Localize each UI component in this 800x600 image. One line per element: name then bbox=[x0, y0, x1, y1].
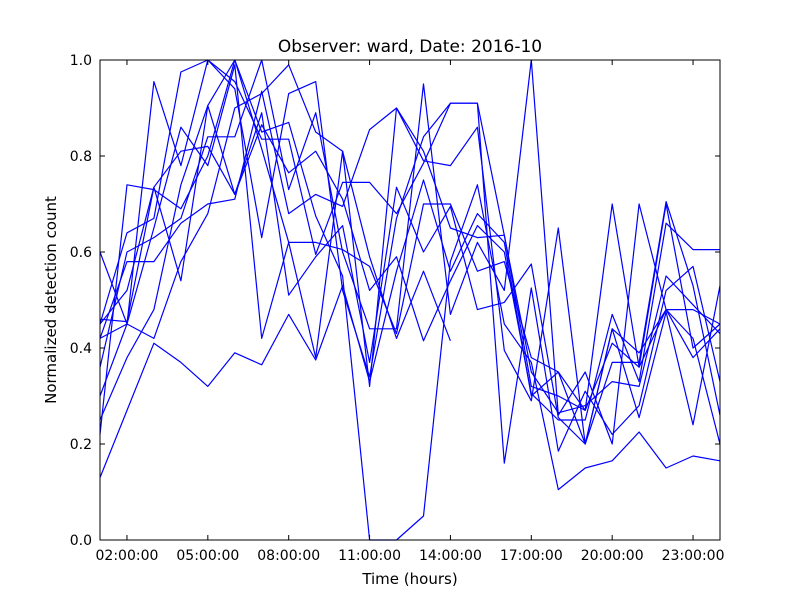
series-layer bbox=[99, 59, 721, 541]
x-tick-label: 05:00:00 bbox=[176, 548, 239, 564]
series-line-8 bbox=[99, 59, 721, 411]
y-axis-ticks: 0.0 0.2 0.4 0.6 0.8 1.0 bbox=[70, 53, 720, 549]
series-line-4 bbox=[99, 59, 721, 464]
y-tick-label: 0.4 bbox=[70, 341, 92, 357]
x-tick-label: 20:00:00 bbox=[581, 548, 644, 564]
x-tick-label: 08:00:00 bbox=[257, 548, 320, 564]
chart-title: Observer: ward, Date: 2016-10 bbox=[278, 37, 542, 57]
y-tick-label: 0.8 bbox=[70, 149, 92, 165]
series-line-1 bbox=[99, 64, 451, 342]
series-line-6 bbox=[99, 59, 721, 445]
x-tick-label: 02:00:00 bbox=[96, 548, 159, 564]
x-tick-label: 23:00:00 bbox=[662, 548, 725, 564]
y-tick-label: 0.0 bbox=[70, 533, 92, 549]
series-line-7 bbox=[99, 64, 721, 445]
x-tick-label: 14:00:00 bbox=[419, 548, 482, 564]
series-line-5 bbox=[99, 59, 721, 411]
series-line-2 bbox=[99, 179, 721, 478]
series-line-3 bbox=[99, 59, 721, 541]
x-tick-label: 11:00:00 bbox=[338, 548, 401, 564]
y-axis-label: Normalized detection count bbox=[42, 196, 60, 404]
y-tick-label: 0.2 bbox=[70, 437, 92, 453]
x-axis-label: Time (hours) bbox=[361, 570, 457, 588]
series-line-10 bbox=[99, 104, 721, 445]
series-line-9 bbox=[99, 124, 720, 421]
x-axis-ticks: 02:00:00 05:00:00 08:00:00 11:00:00 14:00:00… bbox=[96, 60, 725, 564]
series-line-11 bbox=[99, 90, 721, 414]
y-tick-label: 1.0 bbox=[70, 53, 92, 69]
x-tick-label: 17:00:00 bbox=[500, 548, 563, 564]
y-tick-label: 0.6 bbox=[70, 245, 92, 261]
plot-frame bbox=[99, 59, 721, 541]
